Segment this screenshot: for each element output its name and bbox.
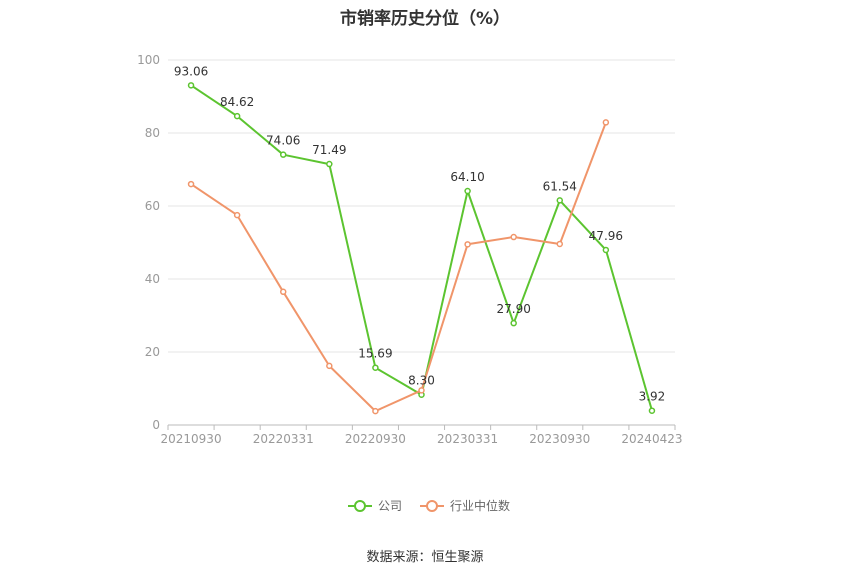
data-label: 3.92 xyxy=(639,390,666,404)
series-1-point xyxy=(510,233,517,241)
series-0-point xyxy=(510,319,517,327)
y-tick-label: 20 xyxy=(145,345,160,359)
series-0-point xyxy=(372,364,379,371)
x-tick-label: 20240423 xyxy=(621,432,682,446)
data-label: 64.10 xyxy=(450,170,484,184)
y-tick-label: 80 xyxy=(145,126,160,140)
series-1-point xyxy=(464,241,471,248)
data-label: 8.30 xyxy=(408,374,435,388)
x-tick-label: 20220930 xyxy=(345,432,406,446)
data-label: 93.06 xyxy=(174,64,208,78)
series-1-point xyxy=(187,180,195,188)
series-1-point xyxy=(602,119,610,126)
series-0-point xyxy=(187,82,195,89)
series-1-point xyxy=(556,240,564,248)
series-1-point xyxy=(418,387,425,394)
x-tick-label: 20220331 xyxy=(253,432,314,446)
y-tick-label: 0 xyxy=(152,418,160,432)
series-line-1 xyxy=(190,122,607,413)
series-0-point xyxy=(464,187,471,195)
data-label: 15.69 xyxy=(358,347,392,361)
series-1-point xyxy=(326,362,333,370)
chart-title: 市销率历史分位（%） xyxy=(339,9,511,29)
legend-label: 行业中位数 xyxy=(450,498,510,513)
legend-marker-1 xyxy=(426,500,438,512)
series-0-point xyxy=(233,112,241,120)
series-0-point xyxy=(556,197,564,204)
x-tick-label: 20230930 xyxy=(529,432,590,446)
series-0-point xyxy=(602,246,610,254)
legend-marker-0 xyxy=(354,500,366,512)
y-tick-label: 60 xyxy=(145,199,160,213)
y-tick-label: 40 xyxy=(145,272,160,286)
series-1-point xyxy=(372,407,379,415)
data-source-text: 数据来源：恒生聚源 xyxy=(366,550,484,565)
data-label: 84.62 xyxy=(220,95,254,109)
series-1-point xyxy=(233,211,241,219)
x-tick-label: 20210930 xyxy=(161,432,222,446)
data-label: 47.96 xyxy=(589,229,623,243)
x-tick-label: 20230331 xyxy=(437,432,498,446)
series-1-point xyxy=(279,288,287,296)
data-label: 74.06 xyxy=(266,134,300,148)
series-line-0 xyxy=(190,84,653,411)
data-label: 27.90 xyxy=(497,302,531,316)
series-0-point xyxy=(648,407,656,414)
data-label: 61.54 xyxy=(543,179,577,193)
legend-label: 公司 xyxy=(378,499,402,513)
data-label: 71.49 xyxy=(312,143,346,157)
y-tick-label: 100 xyxy=(137,53,160,67)
series-0-point xyxy=(279,151,287,158)
series-0-point xyxy=(326,160,333,168)
